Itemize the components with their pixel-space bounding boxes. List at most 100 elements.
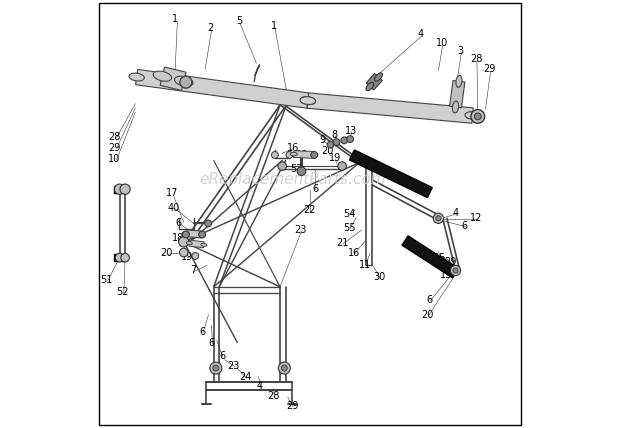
Circle shape — [311, 152, 317, 158]
Circle shape — [192, 253, 199, 259]
Polygon shape — [189, 240, 204, 248]
Text: 8: 8 — [332, 130, 338, 140]
Polygon shape — [450, 80, 465, 108]
Circle shape — [341, 137, 348, 144]
Circle shape — [286, 152, 293, 158]
Text: 53: 53 — [290, 164, 303, 174]
Ellipse shape — [187, 241, 192, 245]
Text: 23: 23 — [294, 225, 307, 235]
Text: 19: 19 — [440, 270, 452, 280]
Text: 51: 51 — [100, 275, 113, 285]
Text: 19: 19 — [329, 153, 341, 163]
Circle shape — [121, 253, 130, 262]
Text: 6: 6 — [426, 295, 432, 306]
Ellipse shape — [201, 243, 207, 247]
Ellipse shape — [290, 152, 297, 156]
Text: 23: 23 — [228, 361, 240, 371]
Text: eReplacementParts.com: eReplacementParts.com — [200, 172, 386, 187]
Text: 10: 10 — [436, 38, 448, 48]
Ellipse shape — [300, 97, 316, 104]
Text: 9: 9 — [320, 135, 326, 146]
Circle shape — [450, 265, 461, 276]
Circle shape — [210, 362, 222, 374]
Circle shape — [347, 136, 353, 143]
Polygon shape — [185, 230, 202, 238]
Circle shape — [115, 184, 125, 194]
Circle shape — [179, 248, 188, 257]
Ellipse shape — [300, 97, 316, 104]
Text: 4: 4 — [257, 381, 262, 391]
Ellipse shape — [311, 153, 317, 157]
Text: 29: 29 — [108, 143, 120, 153]
Ellipse shape — [465, 112, 480, 119]
Text: 22: 22 — [303, 205, 316, 215]
Text: 29: 29 — [286, 401, 298, 411]
Text: 16: 16 — [348, 247, 360, 258]
Circle shape — [205, 220, 211, 227]
Text: 28: 28 — [470, 54, 482, 64]
Polygon shape — [350, 150, 432, 198]
Circle shape — [115, 253, 124, 262]
Text: 6: 6 — [462, 221, 468, 231]
Polygon shape — [366, 74, 383, 90]
Ellipse shape — [366, 82, 374, 91]
Text: 4: 4 — [417, 29, 423, 39]
Text: 20: 20 — [422, 309, 434, 320]
Text: 16: 16 — [287, 143, 299, 153]
Text: 20: 20 — [321, 146, 334, 156]
Polygon shape — [136, 69, 309, 108]
Text: 55: 55 — [343, 223, 356, 233]
Text: 6: 6 — [219, 351, 225, 361]
Circle shape — [453, 268, 458, 273]
Text: 17: 17 — [166, 188, 179, 199]
Circle shape — [433, 213, 443, 223]
Text: 15: 15 — [435, 253, 447, 263]
Text: 6: 6 — [199, 327, 205, 337]
Text: 6: 6 — [312, 184, 318, 194]
Circle shape — [179, 237, 189, 247]
Polygon shape — [114, 186, 124, 193]
Circle shape — [120, 184, 130, 194]
Ellipse shape — [374, 73, 383, 81]
Circle shape — [338, 162, 347, 170]
Ellipse shape — [199, 233, 206, 236]
Circle shape — [213, 365, 219, 371]
Polygon shape — [402, 236, 459, 278]
Text: 40: 40 — [168, 202, 180, 213]
Text: 4: 4 — [453, 208, 459, 218]
Ellipse shape — [153, 71, 172, 81]
Text: 19: 19 — [180, 252, 193, 262]
Text: 21: 21 — [336, 238, 348, 248]
Text: 1: 1 — [172, 14, 178, 24]
Circle shape — [281, 365, 287, 371]
Circle shape — [327, 141, 334, 148]
Circle shape — [278, 362, 290, 374]
Text: 28: 28 — [108, 132, 120, 142]
Text: 11: 11 — [358, 259, 371, 270]
Polygon shape — [307, 93, 473, 123]
Text: 12: 12 — [470, 213, 482, 223]
Polygon shape — [160, 67, 186, 90]
Text: 5: 5 — [236, 16, 242, 27]
Text: 10: 10 — [108, 154, 120, 164]
Text: 24: 24 — [239, 372, 252, 383]
Ellipse shape — [129, 73, 144, 81]
Circle shape — [182, 231, 189, 238]
Text: 54: 54 — [343, 209, 355, 219]
Ellipse shape — [182, 232, 189, 235]
Text: 2: 2 — [208, 23, 214, 33]
Text: 13: 13 — [345, 125, 356, 136]
Text: 29: 29 — [444, 257, 456, 267]
Ellipse shape — [174, 76, 193, 86]
Text: 29: 29 — [484, 64, 496, 74]
Text: 6: 6 — [208, 338, 215, 348]
Text: 7: 7 — [190, 265, 197, 276]
Text: 18: 18 — [296, 150, 308, 160]
Circle shape — [471, 110, 485, 123]
Ellipse shape — [453, 101, 459, 113]
Text: 28: 28 — [267, 391, 280, 401]
Text: 30: 30 — [373, 272, 386, 282]
Circle shape — [333, 139, 340, 146]
Circle shape — [272, 152, 278, 158]
Text: 3: 3 — [458, 45, 464, 56]
